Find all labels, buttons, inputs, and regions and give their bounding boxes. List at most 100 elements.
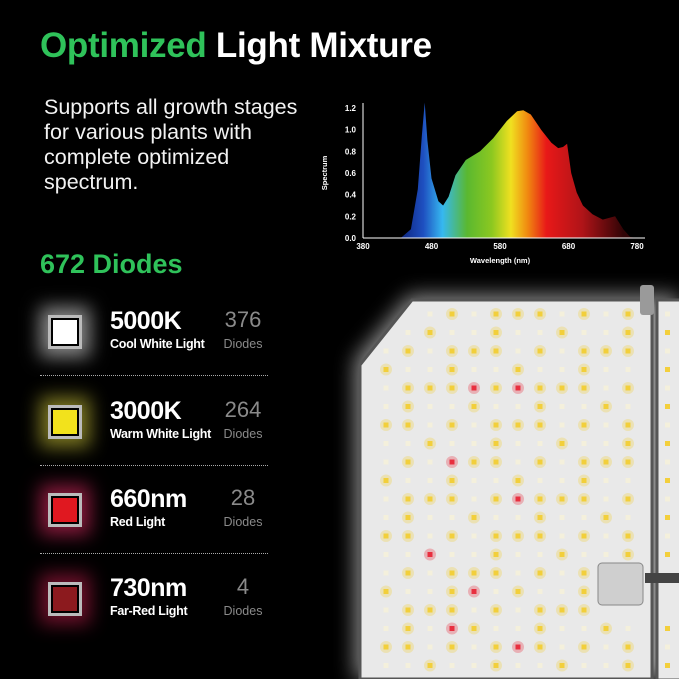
- led-diode-glow: [490, 382, 502, 394]
- led-diode: [405, 367, 411, 372]
- led-diode: [665, 663, 670, 668]
- diode-value: 730nm: [110, 574, 187, 602]
- led-diode: [581, 385, 587, 391]
- y-axis-label: Spectrum: [320, 155, 329, 190]
- x-tick-label: 480: [425, 242, 439, 251]
- led-diode: [471, 441, 477, 446]
- led-diode: [449, 607, 455, 613]
- led-diode: [427, 515, 433, 520]
- led-swatch-icon: [48, 315, 82, 349]
- led-diode: [559, 552, 565, 557]
- led-diode: [383, 533, 389, 539]
- led-diode-glow: [512, 530, 524, 542]
- led-diode: [537, 422, 543, 428]
- led-diode-glow: [468, 456, 480, 468]
- led-diode: [427, 533, 433, 539]
- led-diode-glow: [380, 363, 392, 376]
- led-diode: [603, 496, 609, 502]
- led-diode: [405, 422, 411, 428]
- led-diode-glow: [556, 382, 568, 394]
- panel-bracket: [597, 562, 644, 606]
- led-diode-glow: [534, 382, 546, 394]
- led-diode: [427, 589, 433, 594]
- y-tick-label: 1.0: [345, 126, 357, 135]
- led-diode: [603, 459, 609, 465]
- led-diode: [405, 496, 411, 502]
- led-diode-glow: [402, 419, 414, 431]
- led-diode-glow: [556, 437, 568, 450]
- led-diode: [449, 533, 455, 539]
- led-diode: [449, 570, 455, 576]
- led-diode: [427, 478, 433, 483]
- x-tick-label: 680: [562, 242, 576, 251]
- led-diode: [405, 626, 411, 631]
- led-diode: [537, 570, 543, 576]
- led-diode-glow: [578, 345, 590, 357]
- diode-value: 5000K: [110, 307, 182, 335]
- led-diode-glow: [556, 326, 568, 339]
- y-tick-label: 0.4: [345, 191, 357, 200]
- diodes-total: 672 Diodes: [40, 249, 183, 279]
- panel-hinge: [640, 285, 654, 315]
- led-diode-glow: [490, 456, 502, 468]
- led-diode-glow: [402, 641, 414, 653]
- led-diode-glow: [534, 456, 546, 468]
- led-diode-glow: [556, 493, 568, 505]
- diode-unit: Diodes: [223, 337, 263, 351]
- diode-unit: Diodes: [223, 427, 263, 441]
- led-diode-glow: [578, 474, 590, 487]
- led-diode: [449, 422, 455, 428]
- title-highlight: Optimized: [40, 26, 207, 65]
- led-diode: [471, 644, 477, 650]
- subtitle: Supports all growth stages for various p…: [44, 95, 298, 194]
- led-diode: [581, 626, 587, 631]
- led-diode-glow: [622, 326, 634, 339]
- led-diode: [559, 515, 565, 520]
- led-diode-glow: [534, 419, 546, 431]
- x-tick-label: 380: [356, 242, 370, 251]
- led-diode-glow: [490, 345, 502, 357]
- led-diode: [515, 311, 521, 317]
- led-diode: [383, 496, 389, 502]
- led-diode: [625, 496, 631, 502]
- led-diode: [471, 478, 477, 483]
- led-diode: [559, 626, 565, 631]
- led-diode: [559, 311, 565, 317]
- led-diode-glow: [402, 400, 414, 413]
- led-diode: [515, 589, 521, 594]
- led-diode-glow: [622, 641, 634, 653]
- led-diode-glow: [556, 659, 568, 672]
- led-diode: [493, 367, 499, 372]
- led-diode: [581, 478, 587, 483]
- led-diode-glow: [534, 604, 546, 616]
- led-diode: [405, 404, 411, 409]
- led-diode-glow: [468, 400, 480, 413]
- led-diode-glow: [402, 567, 414, 579]
- led-diode: [559, 422, 565, 428]
- led-diode: [625, 644, 631, 650]
- led-diode: [581, 496, 587, 502]
- led-diode: [493, 552, 499, 557]
- led-diode-glow: [600, 456, 612, 468]
- led-diode: [427, 441, 433, 446]
- led-swatch-icon: [48, 405, 82, 439]
- spectrum-chart: 0.0 0.2 0.4 0.6 0.8 1.0 1.2 380 480 580 680 780 Wave…: [320, 102, 645, 265]
- led-diode: [427, 552, 433, 557]
- diode-type-row: 730nm Far-Red Light 4 Diodes: [40, 574, 268, 634]
- led-diode: [449, 459, 455, 465]
- led-diode: [405, 330, 411, 335]
- led-diode-glow: [534, 641, 546, 653]
- led-diode: [515, 644, 521, 650]
- led-diode: [427, 422, 433, 428]
- led-diode-glow: [424, 437, 436, 450]
- y-tick-label: 0.0: [345, 234, 357, 243]
- led-diode-glow: [534, 400, 546, 413]
- y-tick-label: 0.8: [345, 147, 357, 156]
- led-diode-glow: [446, 345, 458, 357]
- led-diode-glow: [402, 622, 414, 635]
- led-diode-glow: [490, 641, 502, 653]
- led-diode-glow: [534, 530, 546, 542]
- led-diode: [537, 626, 543, 631]
- led-diode: [581, 589, 587, 594]
- divider: [40, 465, 268, 466]
